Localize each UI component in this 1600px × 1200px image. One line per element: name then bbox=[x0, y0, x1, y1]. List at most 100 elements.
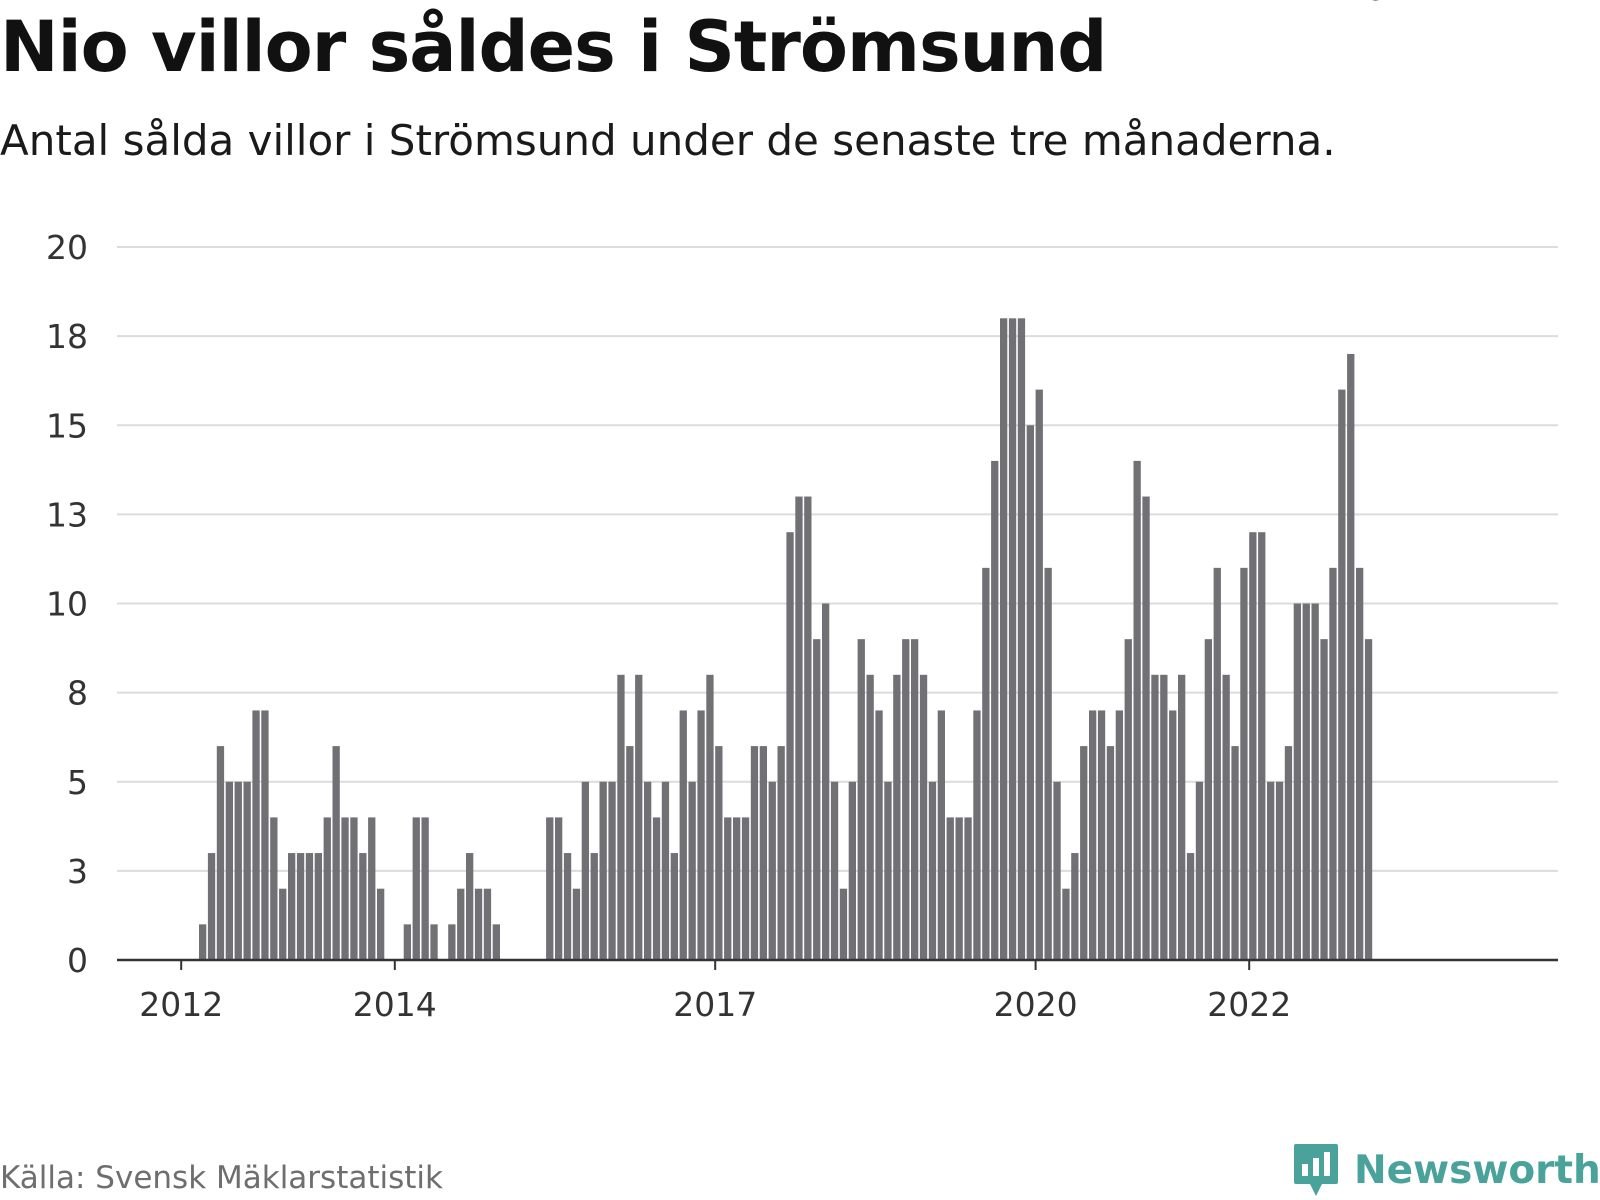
bar bbox=[928, 781, 937, 960]
bar bbox=[733, 817, 741, 960]
bar bbox=[1106, 746, 1115, 960]
y-axis-labels: 0 3 5 8 10 13 15 18 20 bbox=[46, 228, 88, 980]
x-tick-label: 2017 bbox=[673, 985, 757, 1024]
bar bbox=[1347, 353, 1355, 960]
y-tick-label: 5 bbox=[67, 763, 88, 802]
bar bbox=[1338, 389, 1346, 961]
chart-title: Nio villor såldes i Strömsund bbox=[0, 6, 1107, 88]
bar bbox=[412, 817, 420, 960]
bar bbox=[706, 674, 714, 960]
bar bbox=[1195, 781, 1204, 960]
bar bbox=[946, 817, 954, 960]
bar bbox=[1017, 318, 1026, 960]
bar bbox=[857, 639, 865, 960]
bar bbox=[377, 888, 385, 960]
bar bbox=[1035, 389, 1043, 961]
newsworthy-logo-icon bbox=[1294, 1144, 1338, 1196]
bar-chart: 0 3 5 8 10 13 15 18 20 2012 2014 2017 2020 2022 9 bbox=[46, 0, 1558, 1024]
bar bbox=[492, 924, 500, 960]
bar bbox=[848, 781, 856, 960]
bar bbox=[679, 710, 687, 960]
bar bbox=[599, 781, 607, 960]
bar bbox=[866, 674, 874, 960]
bar bbox=[884, 781, 892, 960]
bar bbox=[199, 924, 207, 960]
bar bbox=[216, 746, 225, 960]
bar bbox=[919, 674, 928, 960]
bar bbox=[1151, 674, 1159, 960]
bar bbox=[1044, 567, 1052, 960]
bar bbox=[207, 853, 216, 960]
y-tick-label: 8 bbox=[67, 674, 88, 713]
bar bbox=[1356, 567, 1364, 960]
chart-subtitle: Antal sålda villor i Strömsund under de … bbox=[0, 116, 1336, 165]
bar bbox=[1364, 639, 1373, 960]
bar bbox=[1267, 781, 1275, 960]
bar bbox=[608, 781, 616, 960]
bar bbox=[1160, 674, 1168, 960]
bar bbox=[572, 888, 581, 960]
bar bbox=[1169, 710, 1177, 960]
bar bbox=[715, 746, 723, 960]
bar bbox=[314, 853, 322, 960]
bar bbox=[234, 781, 242, 960]
y-tick-label: 18 bbox=[46, 317, 88, 356]
bar bbox=[243, 781, 251, 960]
bar bbox=[1008, 318, 1017, 960]
bar bbox=[1178, 674, 1186, 960]
bar bbox=[724, 817, 732, 960]
bar bbox=[937, 710, 945, 960]
x-tick-label: 2022 bbox=[1207, 985, 1291, 1024]
bar bbox=[1026, 425, 1034, 960]
bar bbox=[688, 781, 696, 960]
y-tick-label: 20 bbox=[46, 228, 88, 267]
bar bbox=[1089, 710, 1097, 960]
bar bbox=[368, 817, 376, 960]
bar bbox=[288, 853, 296, 960]
bar bbox=[1186, 853, 1195, 960]
bar bbox=[483, 888, 492, 960]
x-axis-labels: 2012 2014 2017 2020 2022 bbox=[139, 985, 1291, 1024]
bar bbox=[911, 639, 919, 960]
bar bbox=[466, 853, 474, 960]
bar bbox=[555, 817, 563, 960]
bar bbox=[457, 888, 465, 960]
bar bbox=[741, 817, 750, 960]
bar bbox=[1053, 781, 1061, 960]
bar bbox=[1071, 853, 1079, 960]
bar bbox=[964, 817, 972, 960]
x-tick-label: 2014 bbox=[353, 985, 437, 1024]
bar bbox=[875, 710, 883, 960]
bar bbox=[839, 888, 848, 960]
bar bbox=[777, 746, 785, 960]
bar bbox=[448, 924, 456, 960]
brand-logo[interactable]: Newsworthy bbox=[1292, 1140, 1600, 1200]
bar bbox=[652, 817, 661, 960]
bar bbox=[1222, 674, 1230, 960]
bar bbox=[830, 781, 839, 960]
bar bbox=[955, 817, 963, 960]
bar bbox=[1204, 639, 1212, 960]
bar bbox=[795, 496, 803, 960]
x-tick-label: 2020 bbox=[994, 985, 1078, 1024]
bar bbox=[670, 853, 678, 960]
bar bbox=[1115, 710, 1123, 960]
bar bbox=[893, 674, 901, 960]
y-tick-label: 15 bbox=[46, 406, 88, 445]
bars bbox=[199, 318, 1373, 961]
bar bbox=[991, 460, 999, 960]
bar bbox=[279, 888, 287, 960]
bar bbox=[581, 781, 589, 960]
bar bbox=[661, 781, 670, 960]
brand-name: Newsworthy bbox=[1354, 1147, 1600, 1193]
bar bbox=[902, 639, 910, 960]
x-axis-ticks bbox=[180, 960, 1251, 970]
bar bbox=[1249, 532, 1257, 960]
bar bbox=[973, 710, 981, 960]
source-note: Källa: Svensk Mäklarstatistik bbox=[0, 1160, 443, 1196]
bar bbox=[635, 674, 643, 960]
bar bbox=[421, 817, 429, 960]
bar bbox=[822, 603, 830, 960]
bar bbox=[305, 853, 314, 960]
bar bbox=[786, 532, 794, 960]
